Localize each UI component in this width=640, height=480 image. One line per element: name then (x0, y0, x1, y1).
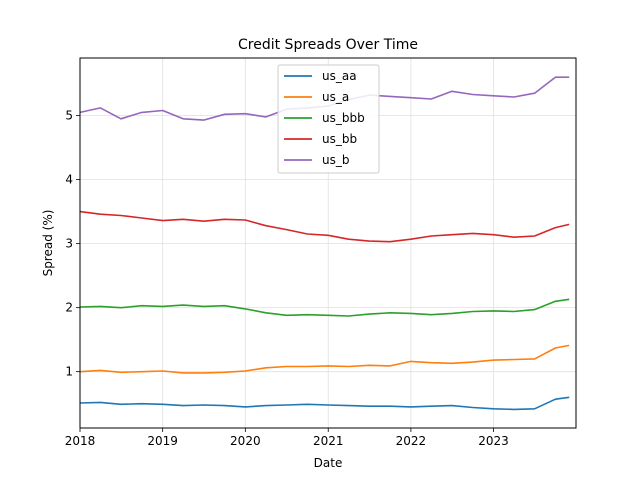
x-tick-label: 2020 (230, 434, 261, 448)
series-line-us_bbb (79, 298, 570, 317)
x-tick-label: 2019 (147, 434, 178, 448)
legend-label-us_a: us_a (322, 90, 349, 104)
y-tick-label: 2 (65, 301, 73, 315)
legend-label-us_bbb: us_bbb (322, 111, 365, 125)
chart-title: Credit Spreads Over Time (238, 37, 418, 53)
y-tick-label: 3 (65, 237, 73, 251)
x-tick-label: 2018 (65, 434, 96, 448)
legend-label-us_b: us_b (322, 153, 349, 167)
y-tick-label: 4 (65, 173, 73, 187)
series-line-us_a (79, 344, 570, 374)
legend-label-us_aa: us_aa (322, 69, 357, 83)
series-layer (79, 76, 570, 411)
x-tick-label: 2022 (396, 434, 427, 448)
y-tick-label: 1 (65, 365, 73, 379)
series-line-us_aa (79, 396, 570, 411)
y-axis: 1 2 3 4 5 (65, 109, 80, 379)
x-tick-label: 2021 (313, 434, 344, 448)
legend: us_aa us_a us_bbb us_bb us_b (277, 64, 380, 174)
x-axis-label: Date (314, 456, 343, 470)
x-tick-label: 2023 (478, 434, 509, 448)
legend-label-us_bb: us_bb (322, 132, 357, 146)
x-axis: 2018 2019 2020 2021 2022 2023 (65, 428, 509, 448)
y-axis-label: Spread (%) (41, 210, 55, 277)
y-tick-label: 5 (65, 109, 73, 123)
legend-box (277, 64, 380, 174)
series-line-us_bb (79, 210, 570, 243)
